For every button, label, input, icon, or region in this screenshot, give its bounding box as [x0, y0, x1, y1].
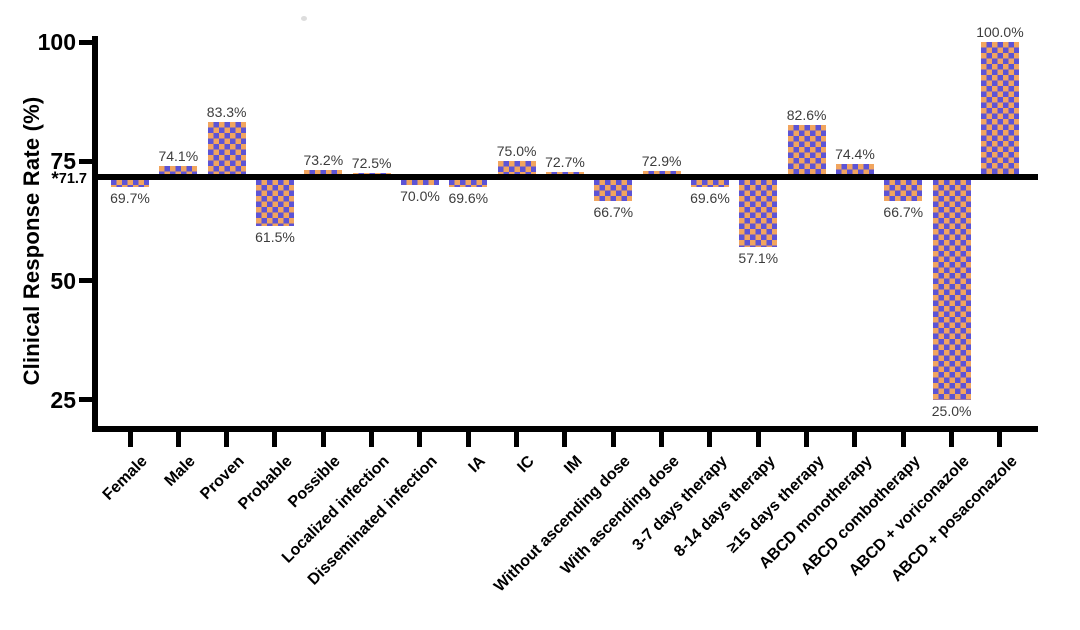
bar-value-label: 73.2% — [303, 151, 344, 168]
x-tick-mark — [755, 432, 761, 447]
bar-value-label: 74.1% — [158, 147, 199, 164]
baseline-value: 71.7 — [58, 171, 87, 187]
bar-proven — [207, 121, 246, 181]
x-tick-mark — [224, 432, 230, 447]
y-tick-label-50: 50 — [50, 267, 76, 294]
bar-value-label: 66.7% — [593, 203, 634, 220]
x-tick-mark — [127, 432, 133, 447]
baseline-line — [92, 174, 1038, 180]
y-axis-line — [92, 36, 98, 431]
bar-value-label: 74.4% — [835, 146, 875, 163]
x-category-label: Female — [99, 452, 151, 504]
bar-value-label: 75.0% — [496, 143, 537, 160]
x-tick-mark — [949, 432, 955, 447]
bar-value-label: 83.3% — [206, 103, 247, 120]
x-tick-mark — [320, 432, 326, 447]
bar-abcd-posaconazole — [980, 42, 1019, 181]
x-tick-mark — [900, 432, 906, 447]
x-tick-mark — [465, 432, 471, 447]
x-tick-mark — [417, 432, 423, 447]
x-tick-mark — [997, 432, 1003, 447]
bar-value-label: 57.1% — [738, 249, 779, 266]
bar-value-label: 100.0% — [976, 24, 1024, 40]
x-tick-mark — [804, 432, 810, 447]
x-tick-mark — [514, 432, 520, 447]
x-tick-mark — [562, 432, 568, 447]
bar-value-label: 25.0% — [931, 402, 972, 419]
x-tick-mark — [369, 432, 375, 447]
bar-value-label: 70.0% — [400, 188, 440, 205]
bar-value-label: 72.5% — [351, 155, 392, 172]
bar-value-label: 72.7% — [545, 154, 585, 171]
x-tick-mark — [852, 432, 858, 447]
artifact-dot — [301, 16, 307, 21]
bar-value-label: 69.6% — [690, 190, 730, 207]
y-tick-label-75: 75 — [50, 148, 76, 175]
y-tick-mark-50 — [79, 278, 92, 284]
bar-8-14-days-therapy — [739, 174, 778, 247]
y-tick-mark-25 — [79, 397, 92, 403]
bar-value-label: 61.5% — [255, 228, 295, 245]
bar-probable — [255, 174, 294, 226]
bar--15-days-therapy — [787, 125, 826, 181]
x-tick-mark — [272, 432, 278, 447]
x-tick-mark — [610, 432, 616, 447]
bar-value-label: 66.7% — [883, 203, 924, 220]
y-tick-mark-100 — [79, 39, 92, 45]
bar-abcd-voriconazole — [932, 174, 971, 400]
x-tick-mark — [659, 432, 665, 447]
bar-value-label: 69.7% — [110, 189, 150, 206]
y-tick-label-25: 25 — [50, 386, 76, 413]
bar-value-label: 69.6% — [448, 190, 489, 207]
y-tick-mark-75 — [79, 158, 92, 164]
significance-star: * — [51, 169, 59, 190]
bar-value-label: 72.9% — [641, 153, 682, 170]
x-axis-line — [92, 426, 1038, 432]
baseline-label: *71.7 — [0, 168, 87, 190]
x-tick-mark — [707, 432, 713, 447]
x-tick-mark — [175, 432, 181, 447]
y-tick-label-100: 100 — [37, 29, 76, 55]
bar-value-label: 82.6% — [786, 107, 827, 124]
y-axis-title: Clinical Response Rate (%) — [19, 96, 44, 386]
